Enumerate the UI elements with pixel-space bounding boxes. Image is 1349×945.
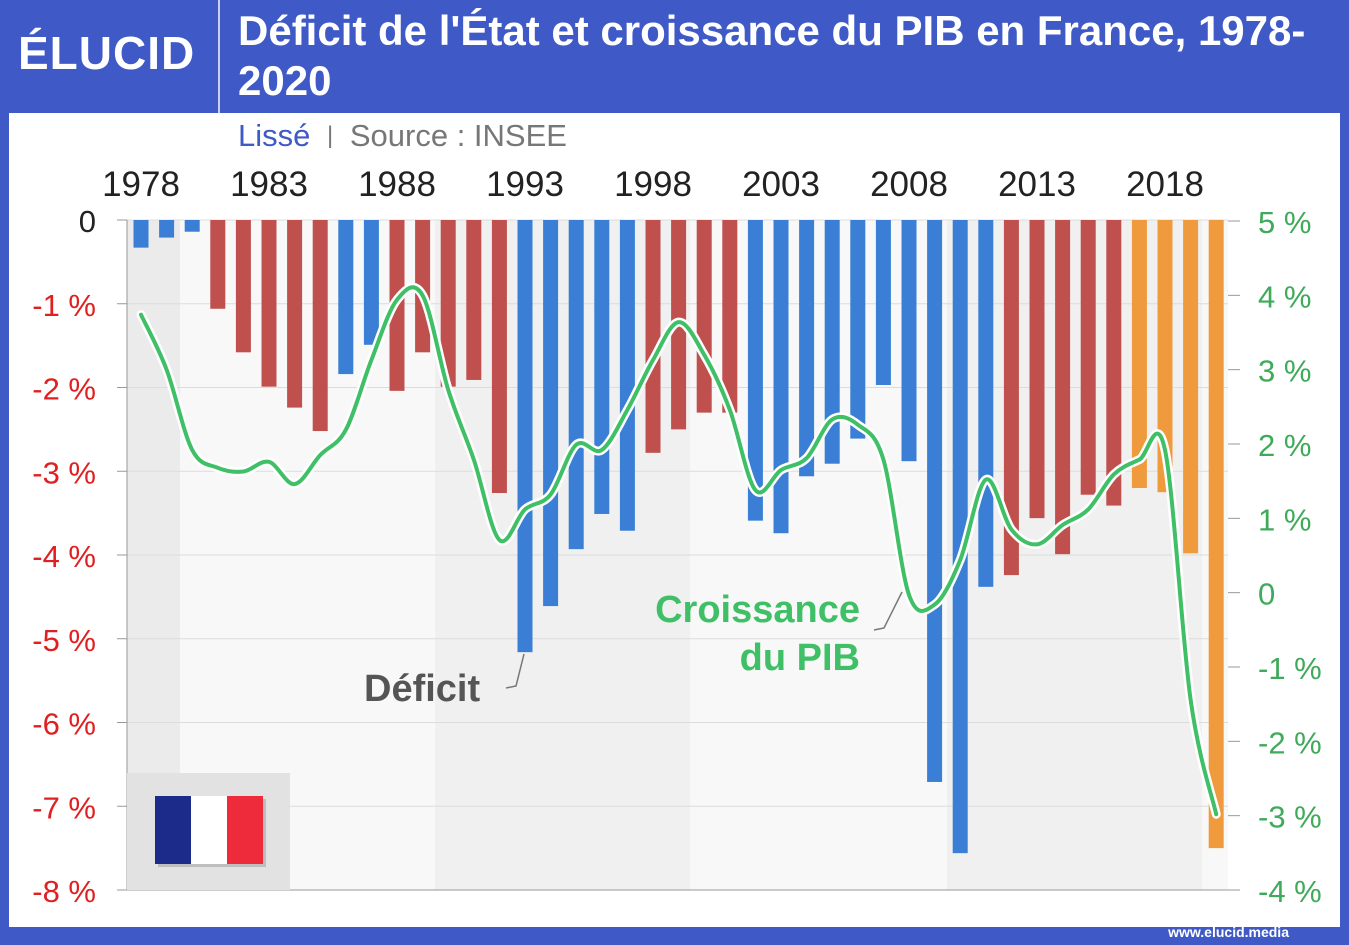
gdp-line: [139, 285, 1219, 817]
gdp-annotation-line2: du PIB: [739, 637, 860, 679]
right-tick-label: -1 %: [1258, 651, 1322, 686]
deficit-bar-1987: [363, 220, 379, 345]
deficit-bar-1986: [338, 220, 354, 375]
deficit-bar-2012: [1003, 220, 1019, 576]
deficit-bar-1991: [466, 220, 482, 380]
deficit-bar-2000: [696, 220, 712, 413]
smoothed-label: Lissé: [238, 118, 311, 153]
right-tick-label: 0: [1258, 577, 1275, 612]
right-tick-label: -4 %: [1258, 874, 1322, 909]
gdp-annotation: Croissance du PIB: [642, 586, 860, 682]
deficit-bar-1994: [543, 220, 559, 607]
left-tick-label: -6 %: [32, 707, 96, 742]
deficit-bar-1980: [184, 220, 200, 232]
france-flag-blue: [155, 796, 191, 864]
france-flag-white: [191, 796, 227, 864]
deficit-bar-2006: [850, 220, 866, 439]
left-tick-label: 0: [79, 204, 96, 239]
deficit-bar-2014: [1055, 220, 1071, 555]
right-tick-label: 5 %: [1258, 205, 1311, 240]
x-tick-label: 2018: [1126, 165, 1204, 204]
deficit-bar-1990: [440, 220, 456, 387]
deficit-bar-1996: [594, 220, 610, 514]
header-divider: [218, 0, 220, 113]
deficit-bar-1998: [645, 220, 661, 453]
deficit-bar-2009: [927, 220, 943, 782]
left-tick-label: -3 %: [32, 455, 96, 490]
subtitle-separator: |: [327, 122, 334, 149]
deficit-bar-2011: [978, 220, 994, 587]
deficit-bar-1979: [159, 220, 175, 238]
deficit-bar-2005: [824, 220, 840, 464]
left-tick-label: -8 %: [32, 874, 96, 909]
deficit-bar-2019: [1183, 220, 1199, 554]
x-tick-label: 1983: [230, 165, 308, 204]
deficit-bar-2008: [901, 220, 917, 462]
source-label: Source : INSEE: [349, 118, 567, 153]
x-tick-label: 1993: [486, 165, 564, 204]
left-tick-label: -2 %: [32, 372, 96, 407]
right-tick-label: 3 %: [1258, 354, 1311, 389]
right-tick-label: 4 %: [1258, 279, 1311, 314]
deficit-bar-1978: [133, 220, 149, 248]
deficit-bar-1995: [568, 220, 584, 550]
left-tick-label: -4 %: [32, 539, 96, 574]
deficit-bar-2015: [1080, 220, 1096, 495]
deficit-bar-2020: [1208, 220, 1224, 849]
france-flag-red: [227, 796, 263, 864]
deficit-bar-2003: [773, 220, 789, 534]
deficit-bar-1982: [235, 220, 251, 353]
deficit-bar-2004: [799, 220, 815, 477]
deficit-bar-2018: [1157, 220, 1173, 493]
deficit-bar-2017: [1131, 220, 1147, 488]
x-tick-label: 1978: [102, 165, 180, 204]
gdp-leader-line: [873, 591, 903, 631]
chart-title: Déficit de l'État et croissance du PIB e…: [238, 7, 1306, 104]
elucid-logo: ÉLUCID: [18, 27, 196, 79]
right-tick-label: 2 %: [1258, 428, 1311, 463]
deficit-bar-1984: [287, 220, 303, 408]
right-tick-label: 1 %: [1258, 502, 1311, 537]
chart-subtitle: Lissé | Source : INSEE: [238, 118, 567, 154]
deficit-bar-2007: [875, 220, 891, 385]
deficit-bar-2013: [1029, 220, 1045, 519]
deficit-bar-1981: [210, 220, 226, 309]
right-tick-label: -2 %: [1258, 725, 1322, 760]
gdp-annotation-line1: Croissance: [655, 589, 860, 631]
deficit-leader-line: [505, 653, 525, 689]
deficit-bar-1993: [517, 220, 533, 653]
deficit-bar-2010: [952, 220, 968, 854]
deficit-bar-1983: [261, 220, 277, 387]
x-tick-label: 2003: [742, 165, 820, 204]
deficit-bar-2016: [1106, 220, 1122, 506]
footer-url[interactable]: www.elucid.media: [1168, 924, 1289, 940]
deficit-bar-2001: [722, 220, 738, 413]
left-tick-label: -5 %: [32, 623, 96, 658]
deficit-bar-1985: [312, 220, 328, 432]
x-tick-label: 1988: [358, 165, 436, 204]
deficit-bar-2002: [747, 220, 763, 521]
deficit-bar-1997: [619, 220, 635, 531]
left-tick-label: -7 %: [32, 790, 96, 825]
deficit-bar-1992: [491, 220, 507, 494]
left-tick-label: -1 %: [32, 288, 96, 323]
x-tick-label: 2008: [870, 165, 948, 204]
x-tick-label: 2013: [998, 165, 1076, 204]
right-tick-label: -3 %: [1258, 800, 1322, 835]
x-tick-label: 1998: [614, 165, 692, 204]
deficit-annotation: Déficit: [364, 668, 481, 710]
